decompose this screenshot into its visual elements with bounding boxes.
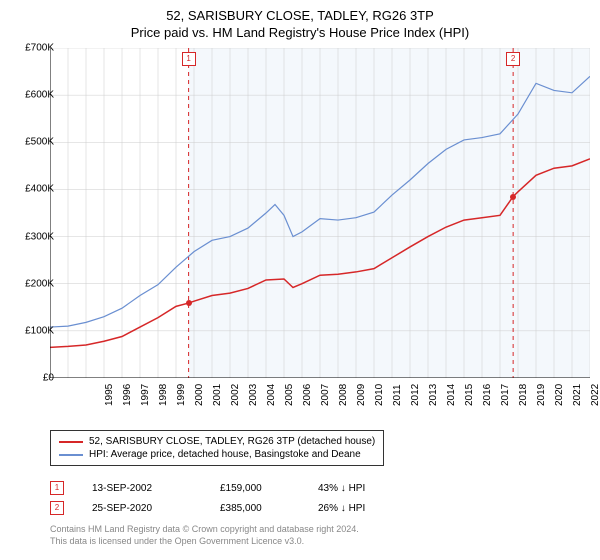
sale-marker-icon: 2	[50, 501, 64, 515]
sale-marker-icon: 1	[50, 481, 64, 495]
x-axis-label: 2010	[374, 384, 385, 406]
x-axis-label: 2003	[248, 384, 259, 406]
legend-label: 52, SARISBURY CLOSE, TADLEY, RG26 3TP (d…	[89, 436, 375, 447]
x-axis-label: 1995	[104, 384, 115, 406]
x-axis-label: 2007	[320, 384, 331, 406]
x-axis-label: 2000	[194, 384, 205, 406]
down-arrow-icon: ↓	[341, 483, 346, 494]
y-axis-label: £600K	[25, 90, 54, 101]
x-axis-label: 2020	[554, 384, 565, 406]
x-axis-label: 2006	[302, 384, 313, 406]
footer-line: This data is licensed under the Open Gov…	[50, 536, 359, 548]
chart-svg	[50, 48, 590, 378]
footer: Contains HM Land Registry data © Crown c…	[50, 524, 359, 547]
sale-pct-val: 26%	[318, 503, 338, 514]
chart-area: 1219951996199719981999200020012002200320…	[50, 48, 590, 378]
sale-price: £159,000	[220, 483, 290, 494]
legend: 52, SARISBURY CLOSE, TADLEY, RG26 3TP (d…	[50, 430, 384, 466]
x-axis-label: 2019	[536, 384, 547, 406]
legend-item: HPI: Average price, detached house, Basi…	[59, 448, 375, 461]
x-axis-label: 1996	[122, 384, 133, 406]
x-axis-label: 2022	[590, 384, 600, 406]
x-axis-label: 2012	[410, 384, 421, 406]
x-axis-label: 1999	[176, 384, 187, 406]
x-axis-label: 2016	[482, 384, 493, 406]
x-axis-label: 2005	[284, 384, 295, 406]
x-axis-label: 2013	[428, 384, 439, 406]
sales-table: 1 13-SEP-2002 £159,000 43% ↓ HPI 2 25-SE…	[50, 478, 365, 518]
sale-date: 13-SEP-2002	[92, 483, 192, 494]
sale-row: 2 25-SEP-2020 £385,000 26% ↓ HPI	[50, 498, 365, 518]
sale-pct: 26% ↓ HPI	[318, 503, 365, 514]
title-subtitle: Price paid vs. HM Land Registry's House …	[0, 25, 600, 40]
sale-marker-num: 1	[55, 483, 59, 492]
y-axis-label: £100K	[25, 325, 54, 336]
legend-item: 52, SARISBURY CLOSE, TADLEY, RG26 3TP (d…	[59, 435, 375, 448]
x-axis-label: 2015	[464, 384, 475, 406]
sale-pct-val: 43%	[318, 483, 338, 494]
y-axis-label: £0	[43, 373, 54, 384]
footer-line: Contains HM Land Registry data © Crown c…	[50, 524, 359, 536]
x-axis-label: 2001	[212, 384, 223, 406]
x-axis-label: 2011	[392, 384, 403, 406]
chart-marker-box: 2	[506, 52, 520, 66]
sale-pct: 43% ↓ HPI	[318, 483, 365, 494]
down-arrow-icon: ↓	[341, 503, 346, 514]
x-axis-label: 2017	[500, 384, 511, 406]
chart-container: 52, SARISBURY CLOSE, TADLEY, RG26 3TP Pr…	[0, 0, 600, 560]
legend-label: HPI: Average price, detached house, Basi…	[89, 449, 361, 460]
sale-suffix: HPI	[349, 503, 366, 514]
y-axis-label: £300K	[25, 231, 54, 242]
x-axis-label: 2009	[356, 384, 367, 406]
y-axis-label: £400K	[25, 184, 54, 195]
chart-marker-box: 1	[182, 52, 196, 66]
legend-swatch	[59, 441, 83, 443]
x-axis-label: 1997	[140, 384, 151, 406]
sale-marker-num: 2	[55, 503, 59, 512]
chart-sale-dot	[186, 300, 192, 306]
x-axis-label: 2008	[338, 384, 349, 406]
title-address: 52, SARISBURY CLOSE, TADLEY, RG26 3TP	[0, 8, 600, 23]
y-axis-label: £200K	[25, 278, 54, 289]
x-axis-label: 1998	[158, 384, 169, 406]
sale-row: 1 13-SEP-2002 £159,000 43% ↓ HPI	[50, 478, 365, 498]
x-axis-label: 2021	[572, 384, 583, 406]
x-axis-label: 2018	[518, 384, 529, 406]
x-axis-label: 2004	[266, 384, 277, 406]
legend-swatch	[59, 454, 83, 456]
y-axis-label: £500K	[25, 137, 54, 148]
title-block: 52, SARISBURY CLOSE, TADLEY, RG26 3TP Pr…	[0, 0, 600, 40]
x-axis-label: 2002	[230, 384, 241, 406]
sale-suffix: HPI	[349, 483, 366, 494]
chart-sale-dot	[510, 194, 516, 200]
sale-date: 25-SEP-2020	[92, 503, 192, 514]
x-axis-label: 2014	[446, 384, 457, 406]
sale-price: £385,000	[220, 503, 290, 514]
y-axis-label: £700K	[25, 43, 54, 54]
